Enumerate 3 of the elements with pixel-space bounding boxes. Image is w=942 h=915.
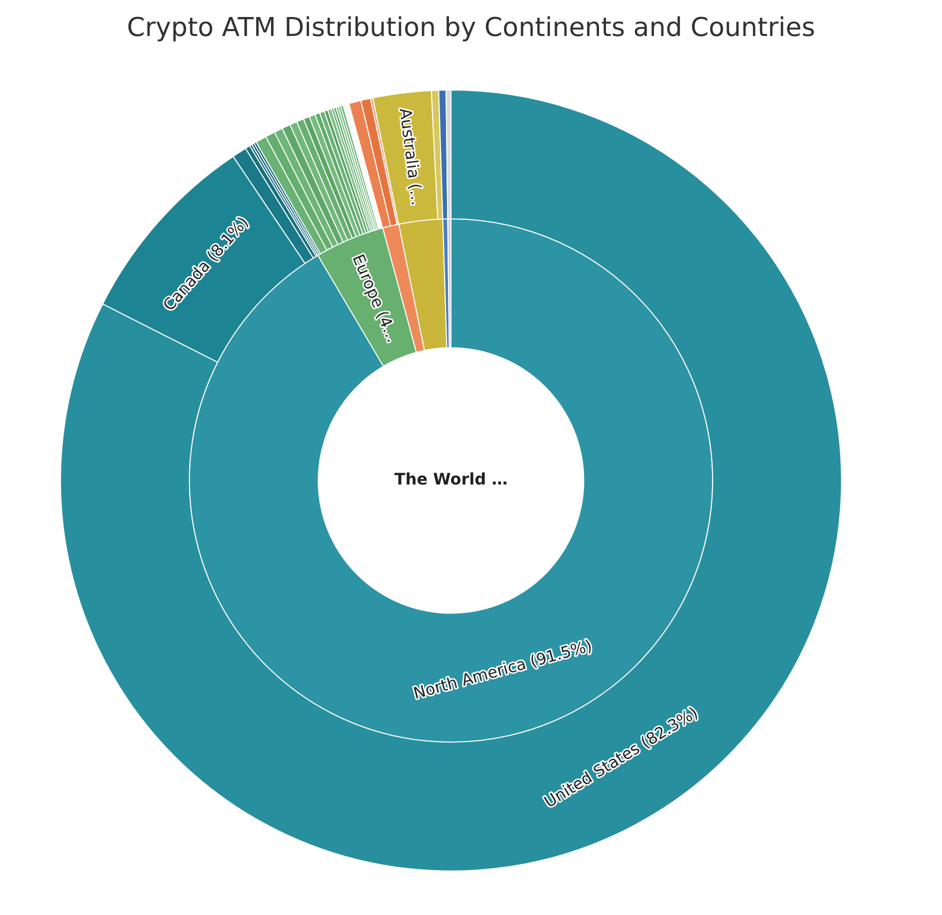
chart-title: Crypto ATM Distribution by Continents and Countries	[126, 12, 816, 45]
text: The World …	[394, 470, 508, 489]
data-label: Australia (…	[396, 107, 427, 207]
